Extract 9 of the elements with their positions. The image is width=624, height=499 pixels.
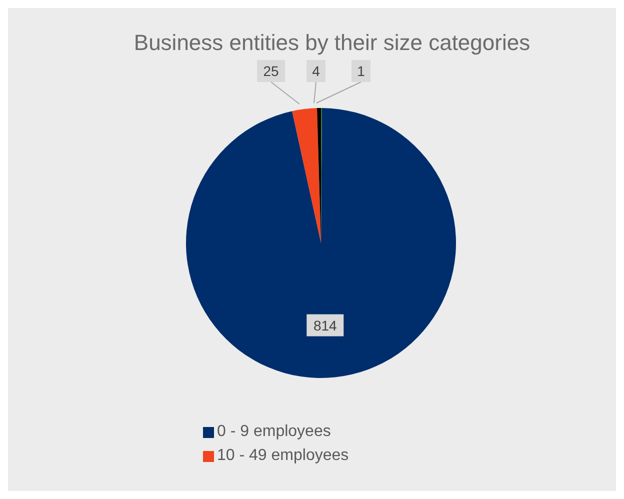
data-label: 1: [357, 63, 366, 79]
data-label: 814: [313, 317, 338, 334]
chart-title: Business entities by their size categories: [132, 30, 532, 56]
data-label: 4: [312, 63, 320, 79]
pie-slice: [186, 108, 456, 378]
legend-label: 0 - 9 employees: [217, 423, 331, 441]
pie-slice: [292, 108, 321, 243]
data-label: 25: [263, 63, 279, 79]
legend-label: 10 - 49 employees: [217, 447, 349, 465]
